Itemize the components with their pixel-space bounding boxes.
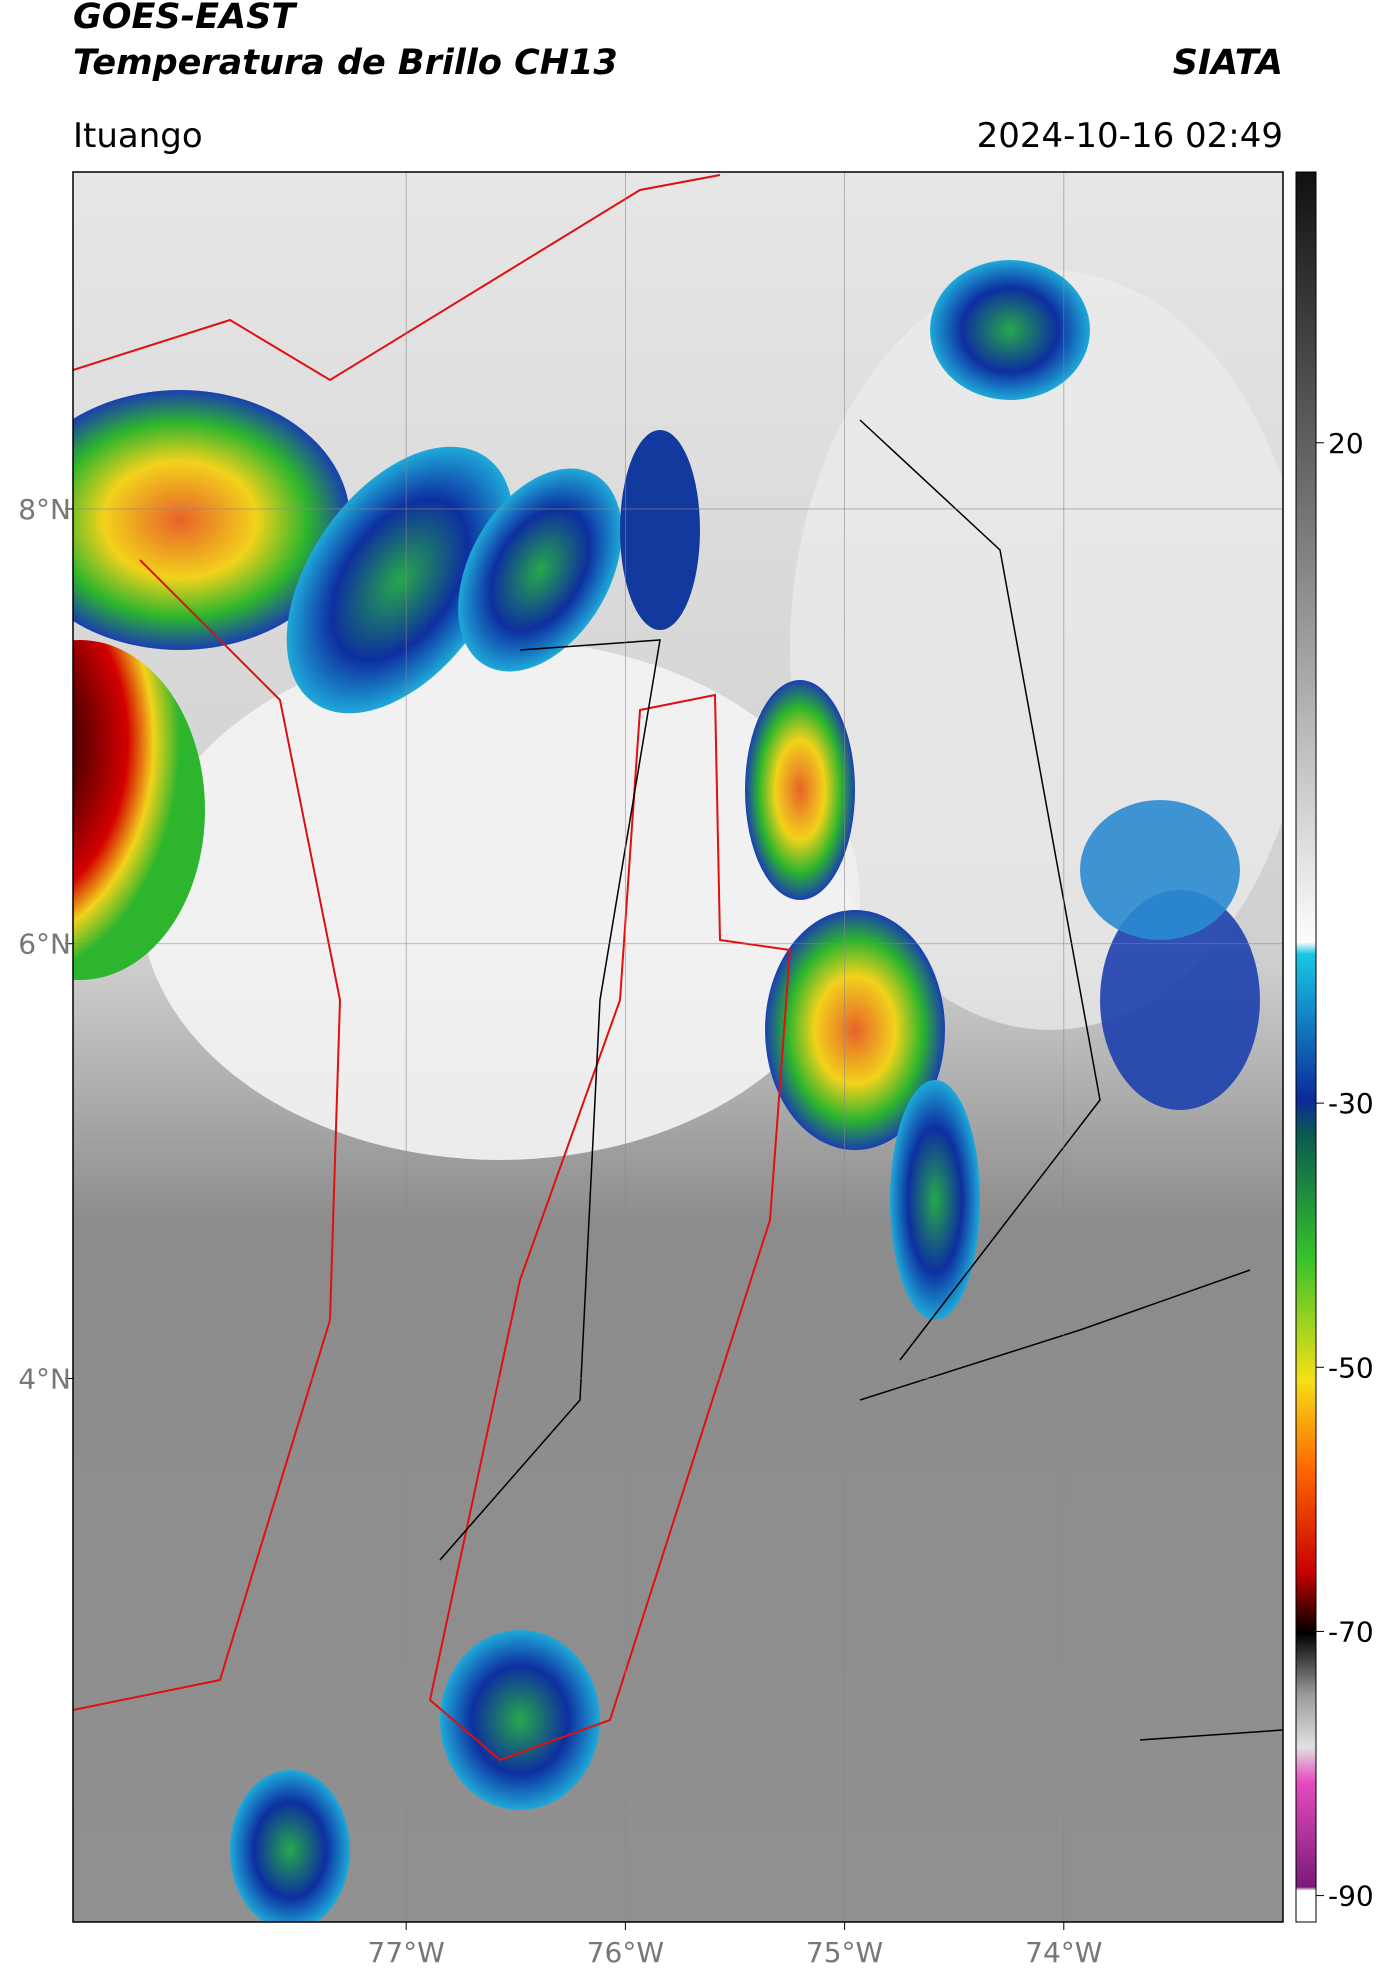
colorbar [1295,171,1317,1923]
storm [73,390,350,650]
colorbar-tick-label: -50 [1328,1351,1374,1384]
y-tick-label: 4°N [18,1363,71,1396]
region-outline [428,693,792,1762]
title-line2: Temperatura de Brillo CH13 [73,43,618,83]
y-tick-label: 8°N [18,493,71,526]
x-tick-label: 77°W [368,1936,445,1969]
storm [458,468,622,672]
map-frame [72,171,1284,1923]
storm [286,446,514,714]
border [73,174,721,382]
satellite-image [73,172,1283,1922]
cloud [140,640,860,1160]
x-tick-label: 75°W [806,1936,883,1969]
colorbar-tick-label: -70 [1328,1615,1374,1648]
colorbar-tick-label: -90 [1328,1880,1374,1913]
colorbar-tick-label: -30 [1328,1087,1374,1120]
location: Ituango [73,116,203,156]
storm [1080,800,1240,940]
coastline [73,559,342,1711]
storm [745,680,855,900]
title-line1: GOES-EAST [73,0,298,37]
colorbar-tick-label: 20 [1328,427,1364,460]
storm [930,260,1090,400]
storm [230,1770,350,1922]
storm [765,910,945,1150]
timestamp: 2024-10-16 02:49 [977,116,1283,156]
boundaries [439,419,1283,1741]
storm [890,1080,980,1320]
storm [440,1630,600,1810]
storm [73,640,205,980]
storm [1100,890,1260,1110]
agency: SIATA [1173,43,1283,83]
storm [620,430,700,630]
y-tick-label: 6°N [18,928,71,961]
x-tick-label: 76°W [587,1936,664,1969]
x-tick-label: 74°W [1025,1936,1102,1969]
